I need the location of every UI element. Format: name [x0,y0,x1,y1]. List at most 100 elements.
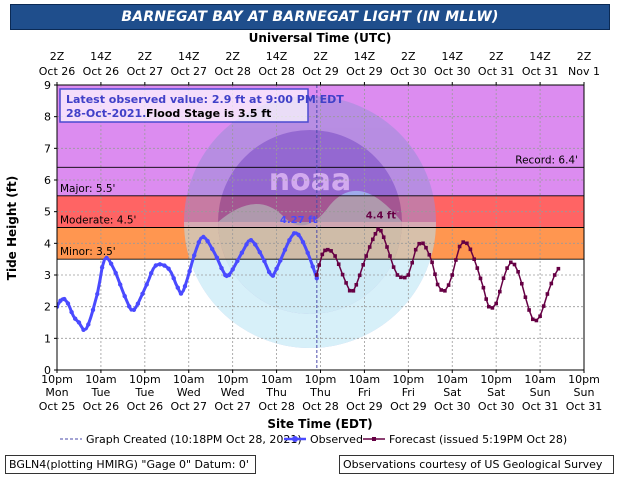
top-tick-date: Oct 28 [214,65,251,78]
forecast-point [364,254,368,258]
observed-point [244,242,249,247]
bottom-tick-time: 10am [85,373,116,386]
observed-point [162,263,167,268]
observed-point [57,304,60,309]
bottom-tick-date: Oct 26 [127,400,164,413]
observed-point [226,272,232,278]
forecast-point [545,292,550,296]
observed-point [248,238,254,243]
observed-point [81,327,86,332]
forecast-point [417,241,421,246]
observed-point [99,265,105,270]
forecast-point [361,263,365,267]
forecast-point [498,289,502,294]
top-tick-hour: 2Z [489,50,504,63]
observed-point [90,307,96,313]
bottom-tick-date: Oct 29 [346,400,383,413]
top-axis-title: Universal Time (UTC) [249,31,392,45]
observed-point [230,267,235,272]
top-tick-date: Oct 26 [83,65,120,78]
bottom-tick-day: Fri [358,386,371,399]
forecast-point [556,266,561,271]
observed-point [305,250,310,255]
observed-point [95,291,100,297]
observed-point [149,271,154,276]
forecast-point [443,289,447,293]
station-info: BGLN4(plotting HMIRG) "Gage 0" Datum: 0' [5,455,256,474]
observed-point [104,255,109,261]
top-tick-hour: 14Z [266,50,288,63]
observed-point [127,304,132,309]
forecast-point [373,232,378,236]
top-tick-hour: 2Z [50,50,65,63]
bottom-tick-date: Oct 30 [478,400,515,413]
forecast-point [461,240,465,244]
bottom-tick-time: 10am [173,373,204,386]
bottom-tick-time: 10am [261,373,292,386]
top-tick-hour: 2Z [138,50,153,63]
observed-point [300,239,306,245]
observed-point [175,285,180,290]
observed-point [73,316,78,321]
bottom-tick-time: 10pm [129,373,161,386]
info-line-2-rest: Flood Stage is 3.5 ft [146,107,271,120]
bottom-tick-time: 10pm [305,373,337,386]
noaa-seal-watermark: noaa [184,96,436,348]
forecast-point [468,247,473,252]
series-layer [57,227,561,332]
forecast-point [541,304,546,308]
observed-point [131,307,137,312]
bottom-tick-date: Oct 30 [434,400,471,413]
bottom-tick-date: Oct 29 [390,400,427,413]
observed-point [171,276,176,281]
observed-point [135,301,141,306]
info-box [59,88,309,123]
data-courtesy: Observations courtesy of US Geological S… [339,455,614,474]
forecast-point [523,295,528,299]
peak-label-observed: 4.27 ft [280,215,318,226]
forecast-point [527,308,531,312]
forecast-point [516,270,520,274]
bottom-tick-day: Sat [487,386,506,399]
observed-point [76,320,82,325]
observed-point [144,282,149,287]
forecast-point [490,306,495,310]
info-line-1: Latest observed value: 2.9 ft at 9:00 PM… [66,93,344,106]
forecast-point [450,273,454,277]
stage-label-minor: Minor: 3.5' [60,246,116,258]
observed-point [270,273,276,278]
forecast-point [538,314,542,318]
bottom-tick-time: 10pm [392,373,424,386]
observed-point [153,263,158,268]
top-tick-hour: 14Z [441,50,463,63]
bottom-tick-time: 10am [437,373,468,386]
forecast-point [391,265,396,269]
y-tick-label: 0 [44,364,51,377]
observed-point [118,282,123,287]
legend-forecast-marker [372,437,376,441]
top-tick-hour: 14Z [354,50,376,63]
forecast-point [329,249,333,253]
forecast-point [512,262,517,267]
y-tick-label: 1 [44,332,51,345]
observed-point [187,269,192,274]
forecast-point [446,283,451,287]
bottom-tick-date: Oct 27 [170,400,207,413]
bottom-tick-time: 10am [524,373,555,386]
legend-observed-label: Observed [310,433,363,446]
top-tick-hour: 2Z [577,50,592,63]
observed-point [253,242,258,247]
observed-point [262,258,267,264]
top-tick-date: Oct 29 [346,65,383,78]
top-tick-date: Oct 28 [258,65,295,78]
observed-point [58,298,63,303]
observed-point [69,309,74,315]
forecast-point [371,237,375,242]
y-axis-ticks: 0 1 2 3 4 5 6 7 8 9 [44,79,57,377]
top-tick-hour: 14Z [178,50,200,63]
forecast-point [347,288,352,293]
y-tick-label: 2 [44,301,51,314]
observed-point [257,250,262,255]
stage-label-record: Record: 6.4' [515,154,578,166]
